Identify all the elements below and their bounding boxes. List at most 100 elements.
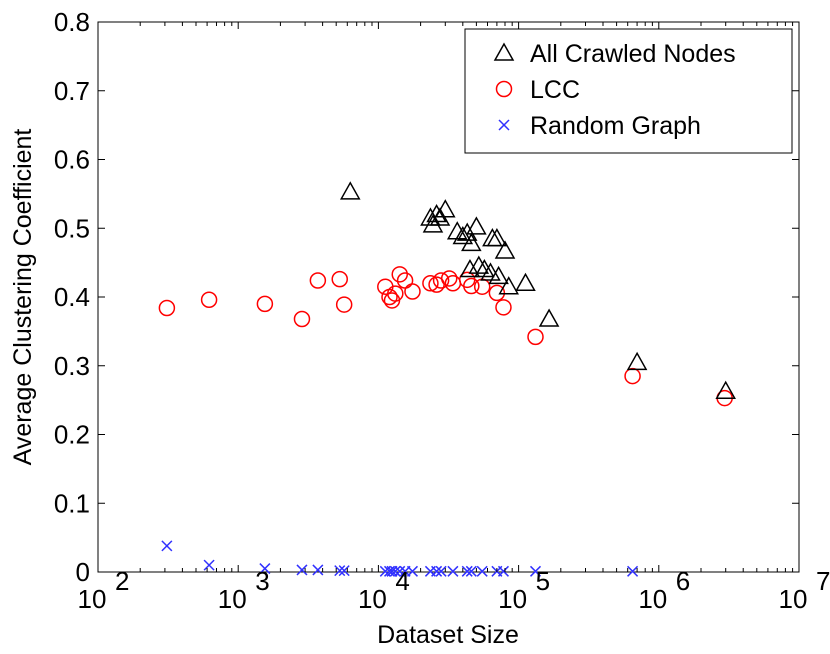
data-point-all-crawled-nodes [422,214,444,233]
data-point-all-crawled-nodes [498,276,519,295]
data-point-random-graph [203,559,215,571]
x-marker-stroke [435,565,447,577]
data-point-random-graph [476,565,488,577]
data-point-random-graph [465,565,477,577]
x-tick-label: 10 [779,584,808,614]
data-point-lcc [422,275,439,292]
x-tick-exponent: 5 [536,566,550,596]
data-point-lcc [256,295,274,313]
axis-ticks: 0 0.1 0.2 0.3 0.4 0.5 0.6 0.7 0.8 10 2 10 3 10 4 10 5 10 6… [54,7,830,614]
x-marker-stroke [431,565,443,577]
data-point-all-crawled-nodes [456,222,478,241]
x-marker-stroke [338,565,350,577]
data-point-all-crawled-nodes [452,225,474,245]
x-marker-stroke [389,565,401,577]
x-marker-stroke [498,119,510,131]
data-point-random-graph [431,565,443,577]
data-point-lcc [495,299,512,316]
x-tick-label: 10 [638,584,667,614]
x-marker-stroke [394,565,406,577]
x-marker-stroke [203,559,215,571]
data-point-random-graph [461,565,473,577]
y-tick-label: 0.8 [54,7,90,37]
x-tick-exponent: 4 [395,566,409,596]
x-marker-stroke [312,564,324,576]
x-marker-stroke [296,564,308,576]
data-point-all-crawled-nodes [468,255,490,274]
data-point-all-crawled-nodes [339,181,361,200]
y-tick-label: 0.2 [54,420,90,450]
data-point-lcc [200,291,218,308]
data-point-random-graph [447,565,459,577]
legend-marker [498,119,510,131]
data-point-lcc [488,284,506,302]
x-axis-label: Dataset Size [377,621,519,649]
data-point-random-graph [627,565,639,577]
x-tick-label: 10 [358,584,387,614]
data-point-random-graph [312,564,324,576]
x-tick-label: 10 [78,584,107,614]
data-point-random-graph [161,540,173,552]
data-point-all-crawled-nodes [486,228,508,247]
data-point-all-crawled-nodes [459,258,481,278]
x-marker-stroke [465,565,477,577]
data-point-random-graph [529,565,542,577]
y-tick-label: 0 [76,557,90,587]
legend-box [464,28,793,154]
data-point-all-crawled-nodes [480,262,501,281]
data-point-lcc [158,299,176,317]
x-tick-exponent: 3 [255,566,269,596]
data-point-random-graph [394,565,406,577]
x-marker-stroke [529,565,542,577]
legend-marker [493,42,515,61]
data-point-all-crawled-nodes [435,199,456,218]
legend-label: Random Graph [530,112,701,140]
data-point-random-graph [389,565,401,577]
data-point-lcc [335,296,353,313]
data-point-lcc [432,272,450,289]
legend-label: All Crawled Nodes [530,40,736,68]
legend-entries: All Crawled Nodes LCC Random Graph [493,40,736,140]
data-point-random-graph [386,565,398,577]
x-marker-stroke [259,563,271,575]
data-point-random-graph [296,564,308,576]
data-point-all-crawled-nodes [626,351,648,371]
legend-marker [495,80,513,98]
data-point-lcc [331,270,348,288]
x-tick-exponent: 2 [115,566,129,596]
x-marker-stroke [461,565,473,577]
legend-label: LCC [530,76,580,104]
data-point-all-crawled-nodes [461,232,482,252]
data-point-all-crawled-nodes [466,216,487,235]
x-marker-stroke [447,565,459,577]
data-marks [158,181,736,577]
data-point-lcc [293,310,311,328]
x-marker-stroke [161,540,173,552]
data-point-all-crawled-nodes [474,258,495,278]
data-point-lcc [527,328,544,346]
x-marker-stroke [497,565,510,577]
y-tick-label: 0.3 [54,351,90,381]
data-point-random-graph [338,565,350,577]
x-tick-label: 10 [498,584,527,614]
data-point-lcc [440,270,458,287]
data-point-all-crawled-nodes [426,203,447,223]
y-tick-label: 0.7 [54,76,90,106]
data-point-all-crawled-nodes [488,265,509,285]
y-tick-label: 0.6 [54,145,90,175]
data-point-random-graph [334,565,346,577]
y-axis-label: Average Clustering Coefficient [9,129,37,466]
data-point-random-graph [259,563,271,575]
data-point-lcc [404,283,421,300]
data-point-random-graph [435,565,447,577]
data-point-lcc [463,277,480,295]
x-marker-stroke [476,565,488,577]
x-marker-stroke [334,565,346,577]
y-tick-label: 0.1 [54,488,90,518]
x-tick-exponent: 7 [816,566,830,596]
data-point-all-crawled-nodes [715,380,736,399]
legend: All Crawled Nodes LCC Random Graph [464,28,793,154]
data-point-lcc [309,272,327,289]
x-tick-label: 10 [218,584,247,614]
